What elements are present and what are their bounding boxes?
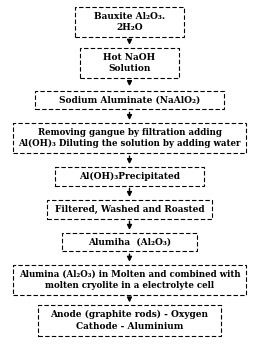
Bar xyxy=(80,47,179,78)
Text: Bauxite Al₂O₃.
2H₂O: Bauxite Al₂O₃. 2H₂O xyxy=(94,12,165,32)
Text: Al(OH)₃Precipitated: Al(OH)₃Precipitated xyxy=(79,172,180,181)
Text: Alumiha  (Al₂O₃): Alumiha (Al₂O₃) xyxy=(88,238,171,247)
Bar xyxy=(13,265,246,295)
Bar xyxy=(47,200,212,219)
Bar xyxy=(35,91,224,109)
Text: Filtered, Washed and Roasted: Filtered, Washed and Roasted xyxy=(55,205,204,214)
Bar xyxy=(38,305,221,336)
Bar xyxy=(13,123,246,153)
Bar xyxy=(62,233,197,252)
Text: Removing gangue by filtration adding
Al(OH)₃ Diluting the solution by adding wat: Removing gangue by filtration adding Al(… xyxy=(18,128,241,148)
Text: Anode (graphite rods) - Oxygen
Cathode - Aluminium: Anode (graphite rods) - Oxygen Cathode -… xyxy=(51,310,208,331)
Text: Sodium Aluminate (NaAlO₂): Sodium Aluminate (NaAlO₂) xyxy=(59,95,200,104)
Bar xyxy=(75,7,184,37)
Text: Hot NaOH
Solution: Hot NaOH Solution xyxy=(103,53,156,73)
Text: Alumina (Al₂O₃) in Molten and combined with
molten cryolite in a electrolyte cel: Alumina (Al₂O₃) in Molten and combined w… xyxy=(19,270,240,290)
Bar xyxy=(55,167,204,186)
